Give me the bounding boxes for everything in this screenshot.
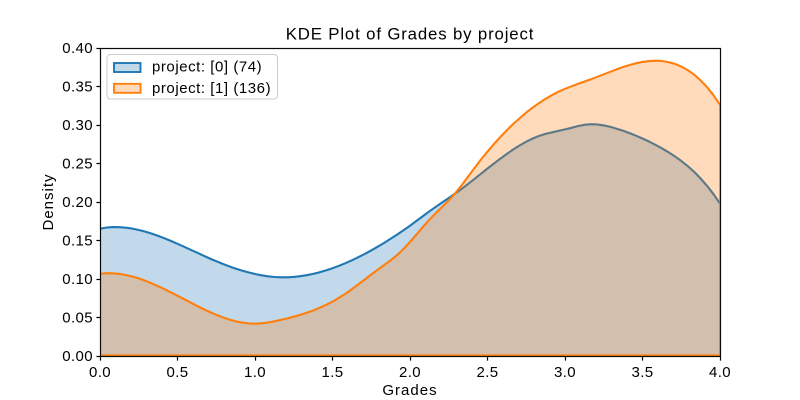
svg-text:Density: Density	[40, 173, 57, 230]
svg-text:0.0: 0.0	[89, 364, 111, 381]
svg-text:0.20: 0.20	[62, 194, 93, 211]
svg-text:0.10: 0.10	[62, 271, 93, 288]
svg-text:0.05: 0.05	[62, 310, 93, 327]
svg-text:0.15: 0.15	[62, 233, 93, 250]
svg-text:0.35: 0.35	[62, 79, 93, 96]
svg-text:KDE Plot of Grades by project: KDE Plot of Grades by project	[286, 25, 535, 44]
svg-text:0.00: 0.00	[62, 348, 93, 365]
svg-text:0.5: 0.5	[166, 364, 188, 381]
svg-text:0.25: 0.25	[62, 156, 93, 173]
svg-text:project: [0] (74): project: [0] (74)	[152, 59, 262, 76]
svg-text:project: [1] (136): project: [1] (136)	[152, 80, 271, 97]
svg-text:4.0: 4.0	[709, 364, 731, 381]
svg-text:2.5: 2.5	[476, 364, 498, 381]
svg-text:1.0: 1.0	[244, 364, 266, 381]
svg-text:3.5: 3.5	[631, 364, 653, 381]
svg-text:1.5: 1.5	[321, 364, 343, 381]
svg-text:2.0: 2.0	[399, 364, 421, 381]
svg-text:3.0: 3.0	[554, 364, 576, 381]
svg-text:0.30: 0.30	[62, 117, 93, 134]
svg-text:Grades: Grades	[382, 382, 437, 399]
svg-text:0.40: 0.40	[62, 40, 93, 57]
